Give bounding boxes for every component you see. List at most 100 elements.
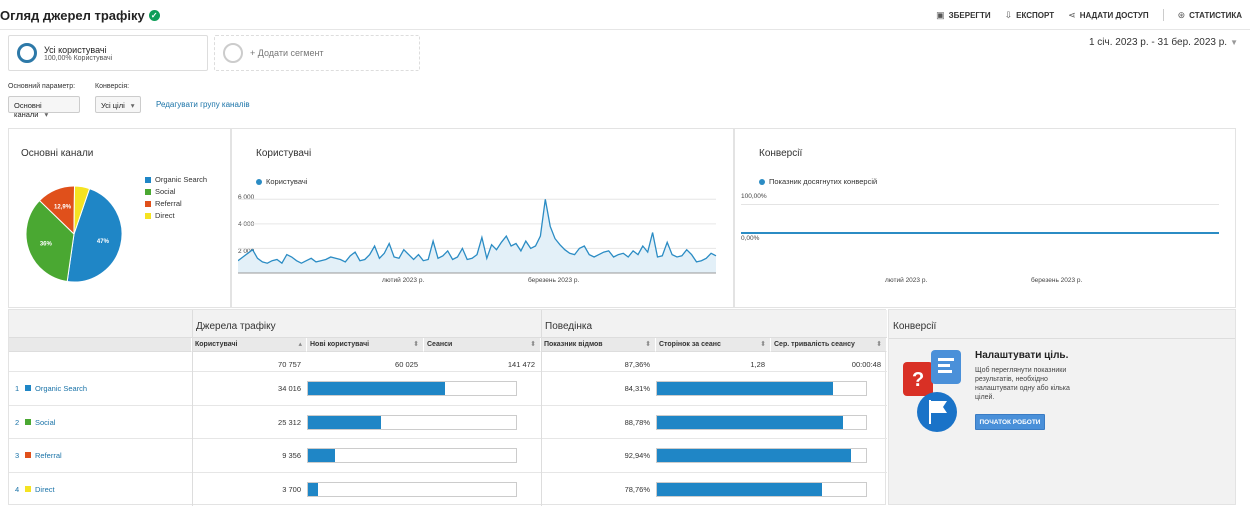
pie-slice-direct[interactable]: [73, 185, 91, 235]
new-users-bar-track: [307, 481, 517, 497]
total-new-users: 60 025: [395, 360, 418, 369]
channel-link[interactable]: Organic Search: [35, 384, 88, 393]
segment-circle-icon: [17, 43, 37, 63]
new-users-bar: [308, 415, 381, 429]
pie-title: Основні канали: [21, 148, 94, 159]
row-users-value: 9 356: [282, 451, 301, 460]
column-divider: [541, 310, 542, 506]
legend-organic: Organic Search: [145, 175, 207, 184]
users-line-chart: [238, 198, 717, 274]
legend-referral: Referral: [145, 199, 182, 208]
segment-sub: 100,00% Користувачі: [44, 55, 113, 62]
table-row: 3 Referral 9 356 92,94%: [9, 438, 887, 471]
chevron-down-icon: ▾: [44, 110, 49, 119]
save-button[interactable]: ▣ ЗБЕРЕГТИ: [936, 10, 990, 21]
conversions-head: Конверсії: [893, 321, 937, 332]
bounce-bar: [657, 415, 843, 429]
legend-organic-label: Organic Search: [155, 175, 208, 184]
channel-link[interactable]: Social: [35, 417, 56, 427]
pie-slice-social[interactable]: [25, 199, 75, 283]
channel-link[interactable]: Referral: [35, 451, 62, 460]
grid-line: [741, 204, 1219, 205]
row-users-value: 3 700: [282, 484, 301, 494]
get-started-button[interactable]: ПОЧАТОК РОБОТИ: [975, 414, 1045, 430]
chevron-down-icon: ▾: [130, 101, 135, 110]
sort-icon: ⬍: [760, 341, 766, 348]
row-color-swatch: [25, 418, 31, 425]
primary-dimension-select[interactable]: Основні канали ▾: [8, 96, 80, 119]
insights-label: СТАТИСТИКА: [1189, 11, 1242, 20]
share-icon: ⋖: [1068, 10, 1076, 20]
primary-dimension-label: Основний параметр:: [8, 83, 76, 90]
total-duration: 00:00:48: [851, 360, 881, 369]
total-users: 70 757: [278, 360, 301, 369]
insights-button[interactable]: ⊛ СТАТИСТИКА: [1178, 10, 1242, 21]
verified-check-icon: ✓: [148, 10, 160, 21]
col-head-duration[interactable]: Сер. тривалість сеансу ⬍: [771, 338, 887, 352]
row-bounce-value: 78,76%: [624, 484, 650, 494]
insights-icon: ⊛: [1177, 10, 1186, 20]
actions-divider: [1162, 9, 1164, 21]
col-head-empty: [9, 338, 192, 352]
conversions-chart-panel: Конверсії Показник досягнутих конверсій …: [734, 128, 1236, 308]
col-head-users[interactable]: Користувачі ▴: [192, 338, 307, 352]
add-segment-circle-icon: [223, 43, 243, 63]
legend-swatch: [145, 200, 151, 207]
row-number: 2: [15, 417, 20, 427]
conv-chart-title: Конверсії: [759, 148, 803, 159]
add-segment-label: + Додати сегмент: [250, 48, 324, 58]
svg-text:?: ?: [912, 369, 924, 391]
page-title: Огляд джерел трафіку: [0, 8, 145, 23]
conversion-value: Усі цілі: [101, 101, 125, 110]
total-sessions: 141 472: [507, 360, 535, 369]
table-row: 2 Social 25 312 88,78%: [9, 404, 887, 438]
legend-social: Social: [145, 187, 175, 196]
bounce-bar-track: [656, 414, 867, 430]
pie-slice-label: 12,9%: [54, 205, 72, 211]
conversions-title: Налаштувати ціль.: [975, 350, 1069, 361]
new-users-bar: [308, 482, 319, 496]
edit-channel-group-link[interactable]: Редагувати групу каналів: [156, 100, 250, 109]
legend-direct: Direct: [145, 211, 175, 220]
col-bounce-label: Показник відмов: [544, 341, 603, 348]
export-button[interactable]: ⇩ ЕКСПОРТ: [1005, 10, 1055, 21]
save-label: ЗБЕРЕГТИ: [948, 11, 991, 20]
add-segment-button[interactable]: + Додати сегмент: [214, 35, 420, 71]
group-head-behavior: Поведінка: [541, 310, 887, 338]
col-head-bounce[interactable]: Показник відмов ⬍: [541, 338, 656, 352]
date-range-picker[interactable]: 1 січ. 2023 р. - 31 бер. 2023 р. ▼: [1089, 37, 1238, 48]
legend-referral-label: Referral: [155, 199, 182, 208]
pie-slice-label: 47%: [97, 239, 110, 245]
share-label: НАДАТИ ДОСТУП: [1079, 11, 1149, 20]
new-users-bar-track: [307, 448, 517, 463]
x-label: лютий 2023 р.: [885, 277, 928, 284]
primary-dimension-value: Основні канали: [14, 101, 42, 119]
row-bounce-value: 92,94%: [624, 451, 650, 460]
page-title-wrap: Огляд джерел трафіку ✓: [0, 8, 160, 23]
legend-swatch: [145, 176, 151, 183]
col-head-new-users[interactable]: Нові користувачі ⬍: [307, 338, 424, 352]
col-sessions-label: Сеанси: [427, 341, 453, 348]
users-series-line[interactable]: [238, 199, 717, 265]
pie-slice-organic-search[interactable]: [66, 187, 123, 283]
col-head-sessions[interactable]: Сеанси ⬍: [424, 338, 541, 352]
top-actions: ▣ ЗБЕРЕГТИ ⇩ ЕКСПОРТ ⋖ НАДАТИ ДОСТУП ⊛ С…: [936, 9, 1242, 21]
conversion-line: [741, 232, 1219, 234]
share-button[interactable]: ⋖ НАДАТИ ДОСТУП: [1068, 10, 1148, 21]
new-users-bar-track: [307, 381, 517, 396]
segment-all-users[interactable]: Усі користувачі 100,00% Користувачі: [8, 35, 208, 71]
pie-chart: 47% 36% 12,9%: [25, 185, 123, 283]
column-divider: [192, 310, 193, 506]
conversion-select[interactable]: Усі цілі ▾: [95, 96, 141, 113]
row-color-swatch: [25, 385, 31, 391]
bounce-bar: [657, 382, 834, 395]
export-label: ЕКСПОРТ: [1016, 11, 1055, 20]
users-legend-label: Користувачі: [266, 177, 308, 186]
row-bounce-value: 84,31%: [624, 384, 650, 393]
table-row: 4 Direct 3 700 78,76%: [9, 471, 887, 505]
y-tick: 0,00%: [741, 235, 760, 242]
col-head-pages[interactable]: Сторінок за сеанс ⬍: [656, 338, 771, 352]
conversion-label: Конверсія:: [95, 83, 130, 90]
row-number: 1: [15, 384, 20, 393]
channel-link[interactable]: Direct: [35, 484, 55, 494]
